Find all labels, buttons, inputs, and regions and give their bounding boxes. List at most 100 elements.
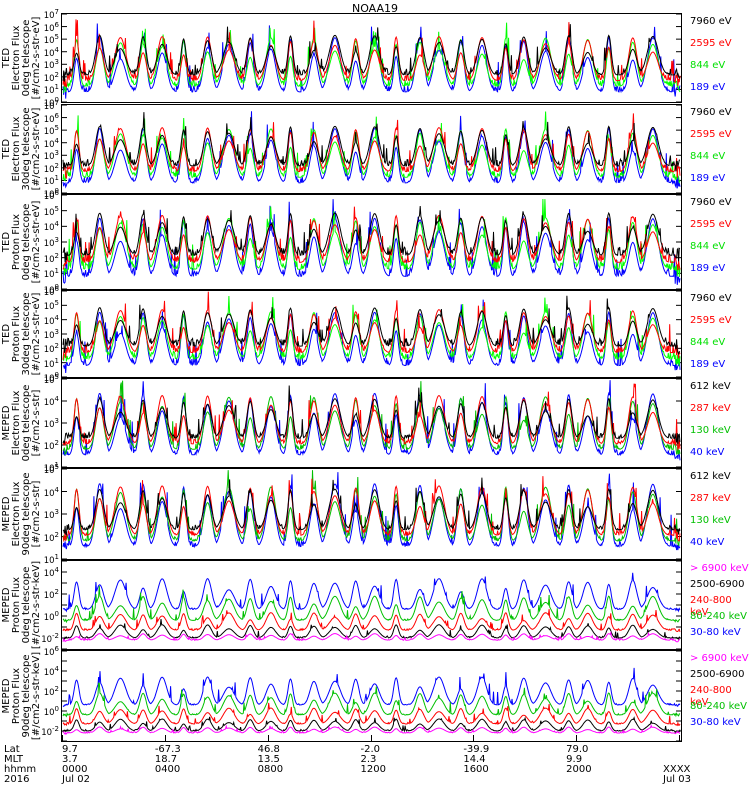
legend-entry: 2500-6900 [690, 579, 745, 590]
legend-entry: 844 eV [690, 241, 726, 252]
legend-entry: 189 eV [690, 173, 726, 184]
y-tick-label: 102 [43, 251, 59, 265]
legend: 7960 eV 2595 eV 844 eV 189 eV [690, 16, 732, 104]
y-tick-label: 10-2 [41, 725, 59, 738]
legend-entry: 287 keV [690, 403, 731, 414]
x-tick-label-hhmm: 0000 [62, 764, 88, 775]
legend-entry: 2595 eV [690, 219, 732, 230]
legend-entry: > 6900 keV [690, 653, 749, 664]
y-tick-label: 101 [43, 83, 59, 97]
series-line-1 [62, 112, 681, 172]
y-tick-label: 100 [43, 96, 59, 109]
y-tick-label: 104 [43, 220, 59, 234]
legend: 7960 eV 2595 eV 844 eV 189 eV [690, 107, 732, 195]
legend-entry: 7960 eV [690, 107, 732, 118]
y-tick-label: 103 [43, 508, 59, 521]
y-tick-label: 102 [43, 342, 59, 356]
series-line-3 [62, 609, 681, 633]
y-tick-label: 102 [43, 685, 59, 698]
series-line-4 [62, 23, 681, 99]
series-line-1 [62, 205, 681, 263]
y-tick-label: 104 [43, 136, 59, 150]
series-line-2 [62, 206, 681, 271]
chart-panel-5 [61, 378, 682, 468]
y-axis-label-line: [#/cm2-s-str-eV] [31, 200, 42, 284]
y-tick-label: 103 [43, 417, 59, 430]
x-row-label: 2016 [4, 774, 30, 785]
y-axis-label-line: [#/cm2-s-str-keV] [31, 651, 42, 741]
y-axis-label-line: [#/cm2-s-str-eV] [31, 107, 42, 191]
y-tick-label: 102 [43, 161, 59, 175]
legend-entry: 240-800 keV [690, 685, 732, 708]
legend-entry: 40 keV [690, 537, 725, 548]
series-line-5 [62, 667, 681, 708]
y-tick-label: 101 [43, 356, 59, 370]
legend-entry: 2500-6900 [690, 669, 745, 680]
legend-entry: 612 keV [690, 471, 731, 482]
x-tick-label-mlt: 18.7 [154, 754, 178, 765]
x-tick-mark [576, 735, 578, 741]
legend-entry: 612 keV [690, 381, 731, 392]
y-tick-label: 101 [43, 174, 59, 188]
series-line-2 [62, 19, 681, 88]
x-tick-label-mlt: 13.5 [257, 754, 280, 765]
legend-entry: 2595 eV [690, 315, 732, 326]
x-tick-mark [62, 735, 63, 741]
y-tick-label: 100 [43, 283, 59, 296]
legend-entry: 844 eV [690, 337, 726, 348]
x-tick-label-hhmm: 1600 [463, 764, 489, 775]
x-tick-label-lat: 9.7 [62, 744, 78, 755]
x-tick-mark [267, 735, 269, 741]
legend-entry: 189 eV [690, 359, 726, 370]
y-axis-label: MEPED Proton Flux 0deg telescope [#/cm2-s-s… [1, 560, 42, 650]
legend: 7960 eV 2595 eV 844 eV 189 eV [690, 197, 732, 285]
y-tick-label: 100 [43, 705, 59, 718]
panel-plot-area [62, 105, 681, 193]
panel-plot-area [62, 469, 681, 559]
y-axis-label: TED Proton Flux 0deg telescope [#/cm2-s-str… [1, 194, 42, 290]
legend: > 6900 keV 2500-6900 240-800 keV 80-240 keV… [690, 653, 750, 733]
y-axis-label-line: [#/cm2-s-str-keV] [31, 560, 42, 650]
y-tick-label: 103 [43, 236, 59, 249]
legend: 7960 eV 2595 eV 844 eV 189 eV [690, 293, 732, 381]
legend: > 6900 keV 2500-6900 240-800 keV 80-240 keV… [690, 563, 750, 643]
chart-panel-1 [61, 13, 682, 103]
x-tick-mark [164, 735, 166, 741]
y-axis-label: MEPED Electron Flux 0deg telescope [#/cm2-s… [1, 378, 42, 468]
x-tick-label-lat: -39.9 [463, 744, 490, 755]
x-tick-label-hhmm: XXXX [663, 764, 691, 775]
y-axis-label-line: [#/cm2-s-str] [31, 389, 42, 457]
legend-entry: 2595 eV [690, 38, 732, 49]
y-tick-label: 103 [43, 149, 59, 163]
panel-plot-area [62, 14, 681, 102]
x-tick-mark [679, 735, 680, 741]
legend-entry: 7960 eV [690, 16, 732, 27]
y-tick-label: 105 [43, 463, 59, 476]
chart-panel-3 [61, 194, 682, 290]
legend-entry: 130 keV [690, 425, 731, 436]
y-tick-label: 100 [43, 610, 59, 623]
x-row-label: MLT [4, 754, 23, 765]
x-tick-label-lat: -2.0 [360, 744, 381, 755]
y-tick-label: 106 [43, 20, 59, 34]
series-line-1 [62, 24, 681, 82]
series-line-2 [62, 113, 681, 180]
x-tick-mark [370, 735, 372, 741]
y-tick-label: 103 [43, 58, 59, 72]
series-line-3 [62, 702, 681, 727]
y-axis-label-line: [#/cm2-s-str-eV] [31, 292, 42, 376]
legend-entry: 40 keV [690, 447, 725, 458]
series-line-5 [62, 572, 681, 613]
series-line-1 [62, 724, 681, 736]
y-tick-label: 100 [43, 187, 59, 200]
y-tick-label: 104 [43, 566, 59, 579]
y-axis-label: TED Electron Flux 0deg telescope [#/cm2-s-s… [1, 13, 42, 103]
y-tick-label: 102 [43, 70, 59, 84]
legend-entry: 7960 eV [690, 293, 732, 304]
series-line-3 [62, 295, 681, 367]
y-tick-label: 104 [43, 45, 59, 59]
legend-entry: 844 eV [690, 60, 726, 71]
y-tick-label: 106 [43, 189, 59, 202]
legend-entry: 80-240 keV [690, 701, 748, 712]
series-line-4 [62, 199, 681, 285]
